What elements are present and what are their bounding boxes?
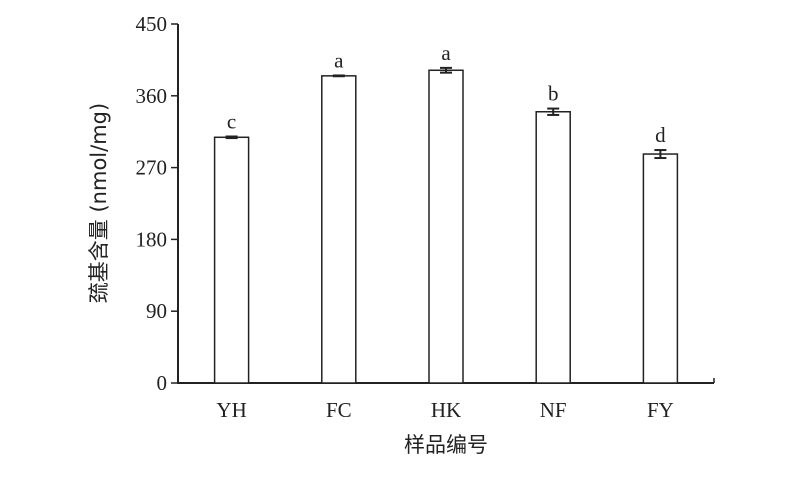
x-tick-label: FY <box>647 398 674 422</box>
axes: 0 90 180 270 360 450 YH FC HK NF FY <box>136 12 715 422</box>
y-tick-label: 450 <box>136 12 168 36</box>
x-tick-label: NF <box>540 398 567 422</box>
y-tick-label: 360 <box>136 84 168 108</box>
bars: c a a b d <box>213 41 679 384</box>
bar-fc <box>321 75 357 384</box>
significance-label: d <box>655 123 666 147</box>
y-tick-label: 180 <box>136 227 168 251</box>
bar-fy <box>642 153 679 384</box>
x-axis-label: 样品编号 <box>404 433 488 457</box>
y-tick-label: 90 <box>146 299 167 323</box>
bar-yh <box>213 136 250 384</box>
x-tick-label: YH <box>216 398 246 422</box>
y-axis-label: 巯基含量 (nmol/mg) <box>87 103 111 303</box>
significance-label: b <box>548 82 559 106</box>
x-tick-label: HK <box>431 398 461 422</box>
significance-label: c <box>227 109 236 133</box>
y-tick-label: 0 <box>157 371 168 395</box>
y-tick-label: 270 <box>136 156 168 180</box>
x-tick-label: FC <box>326 398 352 422</box>
significance-label: a <box>334 48 344 72</box>
bar-hk <box>428 69 464 384</box>
bar-nf <box>535 111 571 384</box>
significance-label: a <box>441 41 451 65</box>
